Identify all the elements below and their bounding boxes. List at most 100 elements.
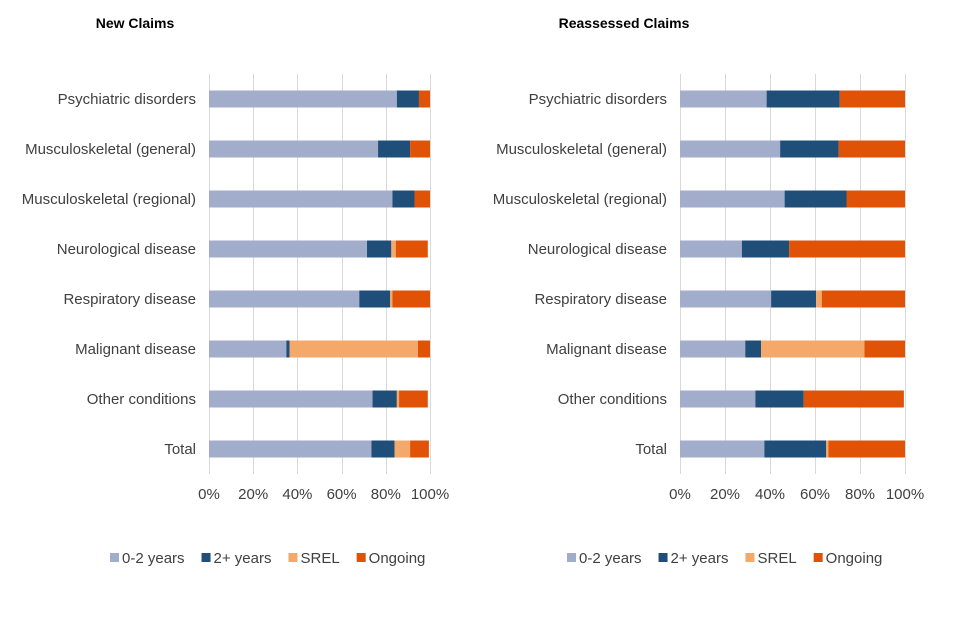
bar-segment <box>680 90 767 108</box>
reassessed-claims-chart: Reassessed Claims Psychiatric disorders M… <box>493 15 924 567</box>
bar-segment <box>680 140 781 158</box>
bar-segment <box>209 190 393 208</box>
bar-segment <box>371 440 395 458</box>
bar-segment <box>410 440 429 458</box>
gridlines <box>680 74 906 474</box>
bar-segment <box>414 190 430 208</box>
tick-label: 20% <box>710 486 740 503</box>
bar-segment <box>395 240 428 258</box>
category-label: Total <box>635 441 667 458</box>
bar-segment <box>209 240 368 258</box>
tick-label: 40% <box>755 486 785 503</box>
legend-label: SREL <box>757 550 796 567</box>
bar-segment <box>745 340 761 358</box>
bar-segment <box>680 440 765 458</box>
bar-segment <box>209 90 397 108</box>
chart-title: Reassessed Claims <box>559 15 690 31</box>
bar-segment <box>741 240 790 258</box>
category-label: Musculoskeletal (regional) <box>22 191 196 208</box>
bar-segment <box>392 190 415 208</box>
tick-label: 100% <box>886 486 924 503</box>
tick-label: 80% <box>371 486 401 503</box>
category-label: Other conditions <box>558 391 667 408</box>
bar-segment <box>864 340 905 358</box>
tick-label: 80% <box>845 486 875 503</box>
bar-segment <box>394 440 411 458</box>
legend-swatch <box>288 553 298 562</box>
bar-segment <box>396 90 419 108</box>
bar-segment <box>838 140 905 158</box>
category-label: Respiratory disease <box>63 291 196 308</box>
legend-swatch <box>567 553 576 562</box>
legend-swatch <box>201 553 211 562</box>
bar-segment <box>761 340 865 358</box>
bar-segment <box>209 340 287 358</box>
legend-label: 0-2 years <box>122 550 185 567</box>
bar-segment <box>789 240 905 258</box>
legend-label: SREL <box>300 550 339 567</box>
tick-label: 0% <box>198 486 220 503</box>
bar-segment <box>780 140 839 158</box>
bar-segment <box>289 340 418 358</box>
legend: 0-2 years 2+ years SREL Ongoing <box>567 550 882 567</box>
bar-segment <box>367 240 392 258</box>
tick-label: 60% <box>327 486 357 503</box>
category-label: Neurological disease <box>528 241 667 258</box>
bar-segment <box>803 390 904 408</box>
bar-segment <box>771 290 817 308</box>
category-label: Psychiatric disorders <box>529 91 667 108</box>
legend-label: Ongoing <box>826 550 883 567</box>
tick-label: 100% <box>411 486 449 503</box>
bar-segment <box>359 290 391 308</box>
category-label: Total <box>164 441 196 458</box>
chart-title: New Claims <box>96 15 175 31</box>
legend: 0-2 years 2+ years SREL Ongoing <box>110 550 425 567</box>
bar-segment <box>396 390 400 408</box>
legend-swatch <box>356 553 366 562</box>
category-label: Musculoskeletal (regional) <box>493 191 667 208</box>
legend-label: 2+ years <box>214 550 272 567</box>
bar-segment <box>680 190 785 208</box>
bar-segment <box>392 290 430 308</box>
bar-segment <box>209 440 372 458</box>
bar-segment <box>390 290 393 308</box>
bar-segment <box>417 340 430 358</box>
bar-segment <box>399 390 428 408</box>
bar-segment <box>209 290 360 308</box>
bar-segment <box>372 390 397 408</box>
bar-segment <box>680 240 742 258</box>
bar-segment <box>755 390 804 408</box>
bar-segment <box>680 290 772 308</box>
bar-segment <box>846 190 905 208</box>
category-label: Malignant disease <box>546 341 667 358</box>
bar-segment <box>766 90 840 108</box>
new-claims-chart: New Claims Psychiatric disorders Musculos… <box>22 15 449 567</box>
bar-segment <box>391 240 396 258</box>
bar-segment <box>378 140 411 158</box>
bar-segment <box>828 440 905 458</box>
gridlines <box>209 74 431 474</box>
category-label: Musculoskeletal (general) <box>496 141 667 158</box>
legend-swatch <box>658 553 668 562</box>
bar-segment <box>816 290 822 308</box>
category-label: Other conditions <box>87 391 196 408</box>
legend-label: 2+ years <box>671 550 729 567</box>
tick-label: 20% <box>238 486 268 503</box>
tick-label: 0% <box>669 486 691 503</box>
legend-label: Ongoing <box>369 550 426 567</box>
bar-segment <box>410 140 430 158</box>
bar-segment <box>784 190 847 208</box>
legend-swatch <box>745 553 755 562</box>
category-label: Malignant disease <box>75 341 196 358</box>
category-label: Musculoskeletal (general) <box>25 141 196 158</box>
bar-segment <box>839 90 905 108</box>
tick-label: 60% <box>800 486 830 503</box>
legend-swatch <box>110 553 119 562</box>
bar-segment <box>764 440 827 458</box>
tick-label: 40% <box>282 486 312 503</box>
bar-segment <box>209 390 373 408</box>
bar-segment <box>826 440 829 458</box>
category-label: Psychiatric disorders <box>58 91 196 108</box>
bar-segment <box>821 290 905 308</box>
